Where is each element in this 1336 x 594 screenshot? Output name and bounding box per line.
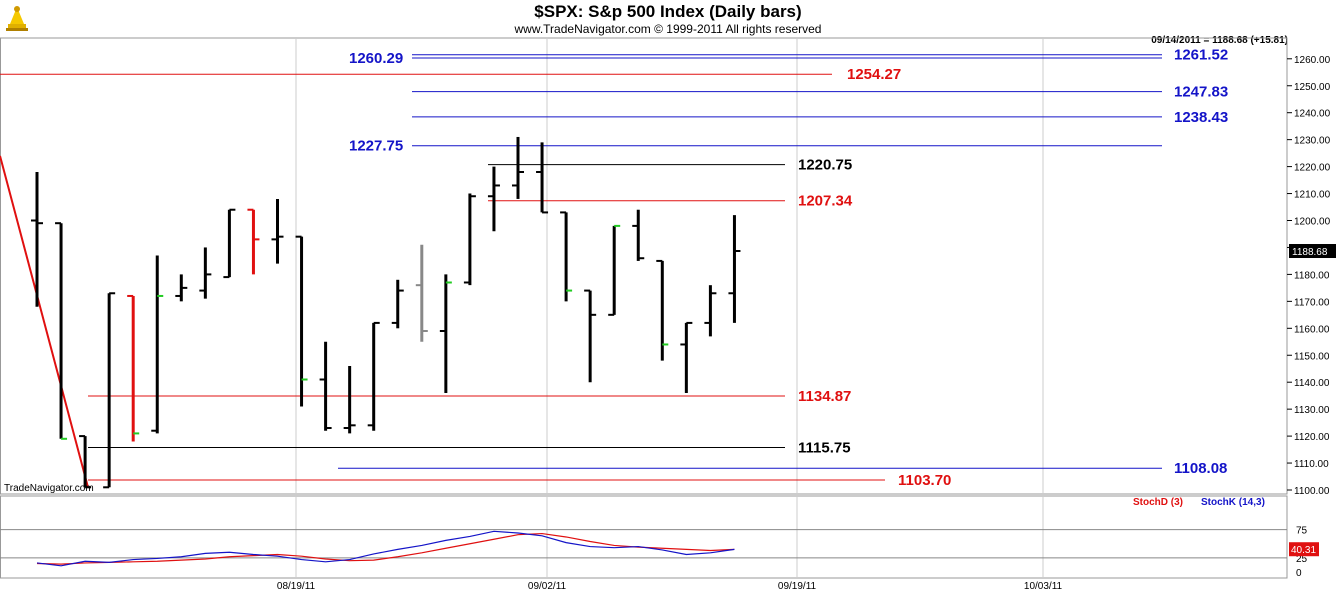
- y-tick-label: 1160.00: [1294, 324, 1330, 335]
- x-tick-label: 09/02/11: [528, 581, 567, 592]
- ohlc-bar: [536, 142, 549, 214]
- level-label: 1261.52: [1174, 47, 1228, 64]
- y-tick-label: 1180.00: [1294, 270, 1330, 281]
- x-tick-label: 08/19/11: [277, 581, 316, 592]
- ohlc-bar: [463, 193, 476, 286]
- y-tick-label: 1260.00: [1294, 55, 1331, 66]
- level-label: 1134.87: [798, 388, 851, 405]
- trade-navigator-logo-icon: [4, 4, 30, 32]
- ohlc-bar: [223, 208, 236, 279]
- ohlc-bar: [560, 211, 573, 302]
- ohlc-bar: [343, 366, 356, 434]
- ohlc-bar: [199, 247, 212, 299]
- stoch-panel-frame: [0, 495, 1288, 579]
- y-tick-label: 1210.00: [1294, 190, 1331, 201]
- chart-title: $SPX: S&p 500 Index (Daily bars): [534, 2, 802, 21]
- last-quote-readout: 09/14/2011 = 1188.68 (+15.81): [1151, 35, 1288, 46]
- y-tick-label: 1120.00: [1294, 432, 1330, 443]
- stoch-tick-label: 75: [1296, 526, 1308, 537]
- ohlc-bar: [175, 274, 188, 302]
- y-tick-label: 1110.00: [1294, 459, 1329, 470]
- ohlc-bar: [151, 255, 164, 434]
- watermark-label: TradeNavigator.com: [4, 483, 94, 494]
- ohlc-bar: [512, 136, 524, 199]
- ohlc-bar: [487, 166, 500, 232]
- copyright-subtitle: www.TradeNavigator.com © 1999-2011 All r…: [514, 22, 822, 36]
- ohlc-bar: [728, 215, 741, 323]
- stoch-last-box: [1289, 542, 1319, 557]
- ohlc-bar: [415, 244, 428, 342]
- last-price-label: 1188.68: [1292, 247, 1328, 258]
- y-tick-label: 1240.00: [1294, 109, 1331, 120]
- stoch-last-label: 40.31: [1291, 545, 1316, 556]
- ohlc-bar: [127, 294, 140, 442]
- stoch-tick-label: 0: [1296, 568, 1302, 579]
- ohlc-bar: [656, 259, 669, 361]
- x-tick-label: 09/19/11: [778, 581, 817, 592]
- y-tick-label: 1170.00: [1294, 297, 1330, 308]
- y-tick-label: 1200.00: [1294, 217, 1331, 228]
- level-label: 1115.75: [798, 440, 851, 457]
- level-label: 1108.08: [1174, 460, 1227, 477]
- stoch-tick-label: 25: [1296, 554, 1308, 565]
- y-tick-label: 1230.00: [1294, 136, 1331, 147]
- ohlc-bar: [584, 289, 597, 383]
- x-tick-label: 10/03/11: [1024, 581, 1063, 592]
- ohlc-bar: [632, 209, 645, 261]
- stochd-line: [36, 532, 735, 565]
- ohlc-bar: [31, 171, 43, 307]
- ohlc-bar: [608, 224, 621, 316]
- ohlc-bar: [55, 222, 68, 440]
- trend-line: [0, 155, 89, 488]
- level-label: 1247.83: [1174, 84, 1228, 101]
- y-tick-label: 1140.00: [1294, 378, 1330, 389]
- y-tick-label: 1250.00: [1294, 82, 1331, 93]
- level-label: 1260.29: [349, 50, 403, 67]
- ohlc-bar: [680, 321, 693, 393]
- level-label: 1238.43: [1174, 109, 1228, 126]
- y-tick-label: 1130.00: [1294, 405, 1330, 416]
- ohlc-bar: [103, 292, 116, 489]
- ohlc-bar: [367, 321, 380, 431]
- stochk-legend: StochK (14,3): [1201, 497, 1265, 508]
- ohlc-bar: [319, 341, 332, 431]
- ohlc-bar: [271, 198, 284, 264]
- stochd-legend: StochD (3): [1133, 497, 1183, 508]
- ohlc-bar: [439, 274, 452, 393]
- price-panel-frame: [0, 37, 1288, 495]
- level-label: 1254.27: [847, 66, 901, 83]
- ohlc-bar: [704, 285, 717, 337]
- last-price-box: [1289, 244, 1336, 259]
- ohlc-bar: [79, 435, 92, 489]
- ohlc-bar: [247, 208, 260, 275]
- y-tick-label: 1220.00: [1294, 163, 1331, 174]
- y-tick-label: 1150.00: [1294, 351, 1330, 362]
- ohlc-bar: [391, 279, 404, 329]
- ohlc-bar: [295, 235, 308, 407]
- stochk-line: [36, 530, 735, 567]
- level-label: 1207.34: [798, 193, 853, 210]
- y-tick-label: 1100.00: [1294, 486, 1330, 497]
- level-label: 1220.75: [798, 157, 852, 174]
- level-label: 1103.70: [898, 472, 951, 489]
- level-label: 1227.75: [349, 138, 403, 155]
